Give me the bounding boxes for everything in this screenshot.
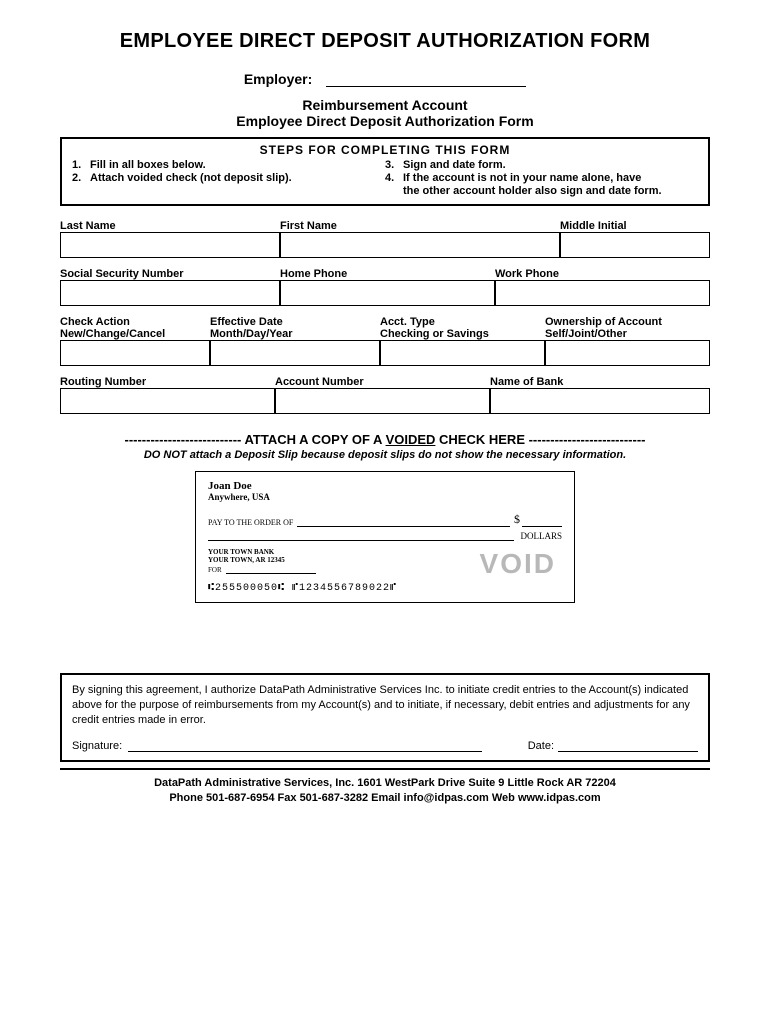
- input-box[interactable]: [60, 340, 210, 366]
- field-label: Social Security Number: [60, 268, 280, 280]
- footer-line-1: DataPath Administrative Services, Inc. 1…: [60, 776, 710, 791]
- attach-divider: --------------------------- ATTACH A COP…: [60, 432, 710, 447]
- employer-label: Employer:: [244, 71, 312, 87]
- signature-line[interactable]: [128, 740, 482, 752]
- field-label: Name of Bank: [490, 376, 710, 388]
- check-micr: ⑆255500050⑆ ⑈1234556789022⑈: [208, 582, 562, 594]
- sample-check: Joan Doe Anywhere, USA PAY TO THE ORDER …: [195, 471, 575, 603]
- employer-input-line[interactable]: [326, 86, 526, 87]
- step-item: the other account holder also sign and d…: [385, 185, 698, 197]
- step-item: 1.Fill in all boxes below.: [72, 159, 385, 171]
- field-label: First Name: [280, 220, 560, 232]
- input-box[interactable]: [275, 388, 490, 414]
- field-label: Home Phone: [280, 268, 495, 280]
- input-box[interactable]: [210, 340, 380, 366]
- agreement-box: By signing this agreement, I authorize D…: [60, 673, 710, 762]
- footer-line-2: Phone 501-687-6954 Fax 501-687-3282 Emai…: [60, 791, 710, 806]
- attach-note: DO NOT attach a Deposit Slip because dep…: [60, 449, 710, 461]
- field-label: Work Phone: [495, 268, 710, 280]
- check-dollar-sign: $: [514, 512, 520, 527]
- check-name: Joan Doe: [208, 480, 562, 492]
- check-dollars-label: DOLLARS: [520, 531, 562, 541]
- steps-left-col: 1.Fill in all boxes below.2.Attach voide…: [72, 159, 385, 198]
- subheading-2: Employee Direct Deposit Authorization Fo…: [60, 113, 710, 129]
- agreement-text: By signing this agreement, I authorize D…: [72, 683, 698, 728]
- footer: DataPath Administrative Services, Inc. 1…: [60, 776, 710, 807]
- input-box[interactable]: [60, 388, 275, 414]
- subheading-1: Reimbursement Account: [60, 97, 710, 113]
- check-for-label: FOR: [208, 566, 222, 574]
- input-box[interactable]: [545, 340, 710, 366]
- check-addr: Anywhere, USA: [208, 492, 562, 502]
- field-sublabel: Self/Joint/Other: [545, 328, 710, 340]
- step-item: 2.Attach voided check (not deposit slip)…: [72, 172, 385, 184]
- input-box[interactable]: [495, 280, 710, 306]
- employer-row: Employer:: [60, 71, 710, 87]
- field-label: Acct. Type: [380, 316, 545, 328]
- field-label: Check Action: [60, 316, 210, 328]
- date-label: Date:: [528, 740, 554, 752]
- steps-box: STEPS FOR COMPLETING THIS FORM 1.Fill in…: [60, 137, 710, 206]
- field-label: Last Name: [60, 220, 280, 232]
- input-box[interactable]: [380, 340, 545, 366]
- check-payto-label: PAY TO THE ORDER OF: [208, 518, 293, 527]
- steps-title: STEPS FOR COMPLETING THIS FORM: [72, 143, 698, 157]
- input-box[interactable]: [280, 280, 495, 306]
- field-label: Routing Number: [60, 376, 275, 388]
- field-sublabel: Month/Day/Year: [210, 328, 380, 340]
- input-box[interactable]: [60, 280, 280, 306]
- input-box[interactable]: [60, 232, 280, 258]
- field-label: Ownership of Account: [545, 316, 710, 328]
- main-title: EMPLOYEE DIRECT DEPOSIT AUTHORIZATION FO…: [60, 30, 710, 53]
- steps-right-col: 3.Sign and date form.4.If the account is…: [385, 159, 698, 198]
- field-sublabel: New/Change/Cancel: [60, 328, 210, 340]
- field-label: Effective Date: [210, 316, 380, 328]
- step-item: 3.Sign and date form.: [385, 159, 698, 171]
- field-sublabel: Checking or Savings: [380, 328, 545, 340]
- step-item: 4.If the account is not in your name alo…: [385, 172, 698, 184]
- input-box[interactable]: [280, 232, 560, 258]
- signature-label: Signature:: [72, 740, 122, 752]
- field-label: Account Number: [275, 376, 490, 388]
- field-label: Middle Initial: [560, 220, 710, 232]
- date-line[interactable]: [558, 740, 698, 752]
- footer-divider: [60, 768, 710, 770]
- check-void-stamp: VOID: [480, 548, 556, 580]
- input-box[interactable]: [490, 388, 710, 414]
- input-box[interactable]: [560, 232, 710, 258]
